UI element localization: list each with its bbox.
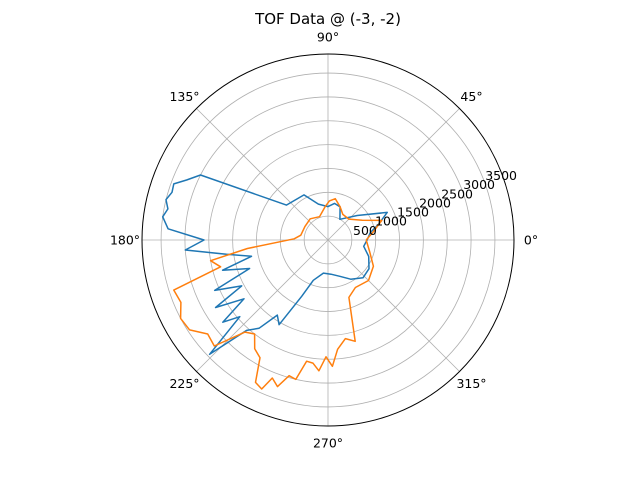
- radial-tick-label: 3000: [463, 177, 495, 192]
- angle-tick-label: 0°: [524, 233, 538, 248]
- angular-gridline: [327, 239, 460, 372]
- angle-tick-label: 180°: [110, 233, 140, 248]
- angle-tick-label: 315°: [456, 376, 486, 391]
- tick-labels: 0°45°90°135°180°225°270°315°500100015002…: [110, 30, 538, 451]
- polar-grid: [142, 54, 514, 426]
- series-line-1: [161, 174, 388, 356]
- chart-title: TOF Data @ (-3, -2): [254, 10, 401, 28]
- radial-tick-label: 500: [353, 223, 377, 238]
- radial-tick-label: 1500: [397, 205, 429, 220]
- series-layer: [161, 174, 388, 390]
- angular-gridline: [196, 108, 329, 241]
- angle-tick-label: 90°: [317, 30, 339, 45]
- angle-tick-label: 270°: [313, 436, 343, 451]
- polar-frame: [141, 53, 515, 427]
- radial-tick-label: 2000: [419, 196, 451, 211]
- angle-tick-label: 45°: [460, 89, 482, 104]
- angular-gridline: [327, 108, 460, 241]
- radial-tick-label: 2500: [441, 186, 473, 201]
- angle-tick-label: 225°: [169, 376, 199, 391]
- angle-tick-label: 135°: [169, 89, 199, 104]
- series-line-2: [173, 197, 383, 390]
- radial-tick-label: 1000: [375, 214, 407, 229]
- angular-gridline: [196, 239, 329, 372]
- radial-tick-label: 3500: [485, 168, 517, 183]
